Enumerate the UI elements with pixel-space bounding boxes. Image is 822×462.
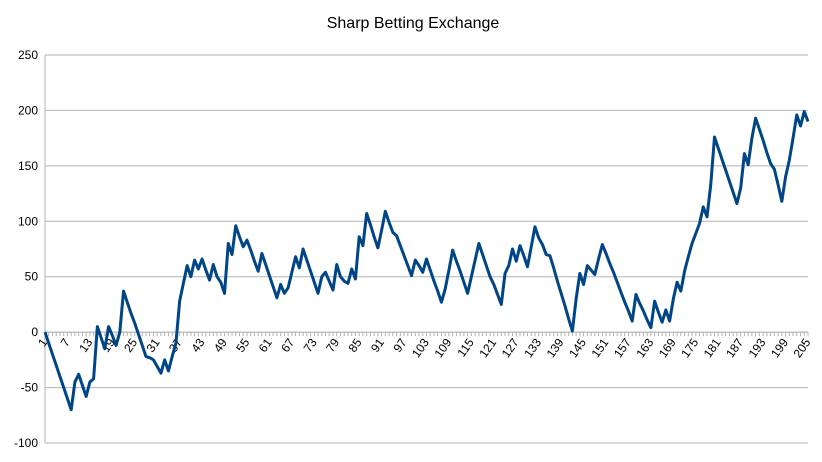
data-line <box>43 110 810 412</box>
x-tick-label: 85 <box>346 336 365 355</box>
x-tick-label: 7 <box>58 336 73 350</box>
x-tick-label: 97 <box>390 336 409 355</box>
x-tick-label: 13 <box>76 336 95 355</box>
x-tick-label: 73 <box>301 336 320 355</box>
x-tick-label: 193 <box>746 336 769 361</box>
x-tick-label: 187 <box>723 336 746 361</box>
y-tick-label: 0 <box>31 325 38 339</box>
x-tick-label: 55 <box>233 336 252 355</box>
y-tick-label: 100 <box>18 214 38 228</box>
x-tick-label: 127 <box>499 336 522 361</box>
y-tick-label: 150 <box>18 159 38 173</box>
x-tick-label: 31 <box>144 336 163 355</box>
x-tick-label: 181 <box>701 336 724 361</box>
x-tick-label: 61 <box>256 336 275 355</box>
x-tick-label: 133 <box>521 336 544 361</box>
x-tick-label: 49 <box>211 336 230 355</box>
x-tick-label: 115 <box>454 336 477 360</box>
x-tick-label: 145 <box>566 336 589 361</box>
x-tick-label: 175 <box>678 336 701 361</box>
x-tick-label: 121 <box>476 336 499 361</box>
x-tick-label: 79 <box>323 336 342 355</box>
x-tick-label: 151 <box>589 336 612 361</box>
x-tick-label: 199 <box>768 336 791 361</box>
x-tick-label: 67 <box>278 336 297 355</box>
y-tick-label: -50 <box>21 381 39 395</box>
y-tick-label: 50 <box>25 270 39 284</box>
x-tick-label: 25 <box>121 336 140 355</box>
x-tick-label: 205 <box>790 336 813 361</box>
y-tick-label: 250 <box>18 48 38 62</box>
x-tick-label: 91 <box>368 336 387 355</box>
x-tick-label: 169 <box>656 336 679 361</box>
x-tick-label: 157 <box>611 336 634 361</box>
y-tick-label: -100 <box>14 436 38 450</box>
x-tick-label: 43 <box>188 336 207 355</box>
y-tick-label: 200 <box>18 103 38 117</box>
x-tick-label: 163 <box>633 336 656 361</box>
x-tick-label: 139 <box>544 336 567 361</box>
x-tick-label: 109 <box>431 336 454 361</box>
chart-title: Sharp Betting Exchange <box>327 15 500 32</box>
x-tick-label: 103 <box>409 336 432 361</box>
